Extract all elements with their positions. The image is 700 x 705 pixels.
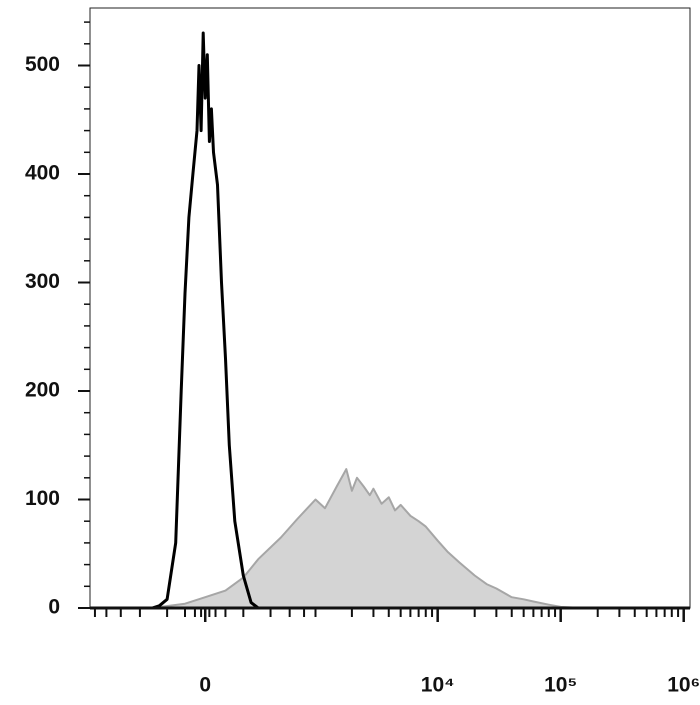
- x-tick-label: 10⁵: [544, 674, 577, 697]
- y-tick-label: 200: [25, 379, 60, 402]
- y-tick-label: 400: [25, 162, 60, 185]
- histogram-area: [151, 468, 584, 609]
- x-tick-label: 10⁶: [667, 674, 700, 697]
- y-tick-label: 300: [25, 270, 60, 293]
- x-tick-label: 0: [199, 674, 211, 697]
- x-tick-label: 10⁴: [421, 674, 455, 697]
- y-tick-label: 100: [25, 487, 60, 510]
- y-tick-label: 0: [48, 596, 60, 619]
- histogram-line: [94, 31, 684, 610]
- y-tick-label: 500: [25, 53, 60, 76]
